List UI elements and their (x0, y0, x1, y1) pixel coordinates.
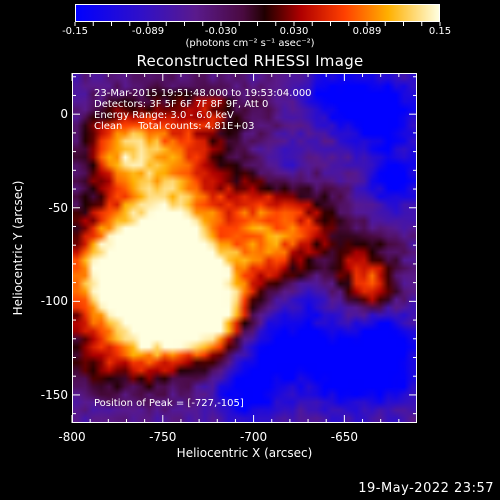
y-tick-label: -100 (40, 294, 68, 309)
rhessi-image (73, 74, 416, 422)
x-tick-label: -800 (58, 430, 86, 444)
x-tick-label: -700 (239, 430, 268, 444)
colorbar-tick-label: 0.15 (428, 26, 452, 37)
colorbar-units: (photons cm⁻² s⁻¹ asec⁻²) (185, 38, 315, 49)
plot-title: Reconstructed RHESSI Image (136, 52, 364, 70)
y-axis-title: Heliocentric Y (arcsec) (11, 180, 25, 316)
info-line-date: 23-Mar-2015 19:51:48.000 to 19:53:04.000 (94, 88, 312, 99)
y-tick-label: -50 (48, 200, 68, 215)
x-tick-label: -750 (149, 430, 177, 444)
info-line-detectors: Detectors: 3F 5F 6F 7F 8F 9F, Att 0 (94, 99, 269, 110)
y-tick-label: -150 (40, 387, 68, 402)
info-line-energy: Energy Range: 3.0 - 6.0 keV (94, 110, 234, 121)
x-axis-title: Heliocentric X (arcsec) (176, 446, 313, 460)
peak-position-label: Position of Peak = [-727,-105] (94, 398, 244, 409)
y-tick-label: 0 (60, 107, 68, 122)
image-frame (72, 73, 417, 423)
colorbar (75, 4, 440, 22)
colorbar-tick-label: -0.15 (62, 26, 88, 37)
colorbar-tick-label: 0.089 (352, 26, 382, 37)
colorbar-tick-label: 0.030 (279, 26, 309, 37)
colorbar-tick-label: -0.089 (131, 26, 165, 37)
x-tick-label: -650 (330, 430, 358, 444)
colorbar-tick-label: -0.030 (204, 26, 238, 37)
info-line-counts: Clean Total counts: 4.81E+03 (94, 121, 255, 132)
timestamp: 19-May-2022 23:57 (358, 481, 494, 496)
